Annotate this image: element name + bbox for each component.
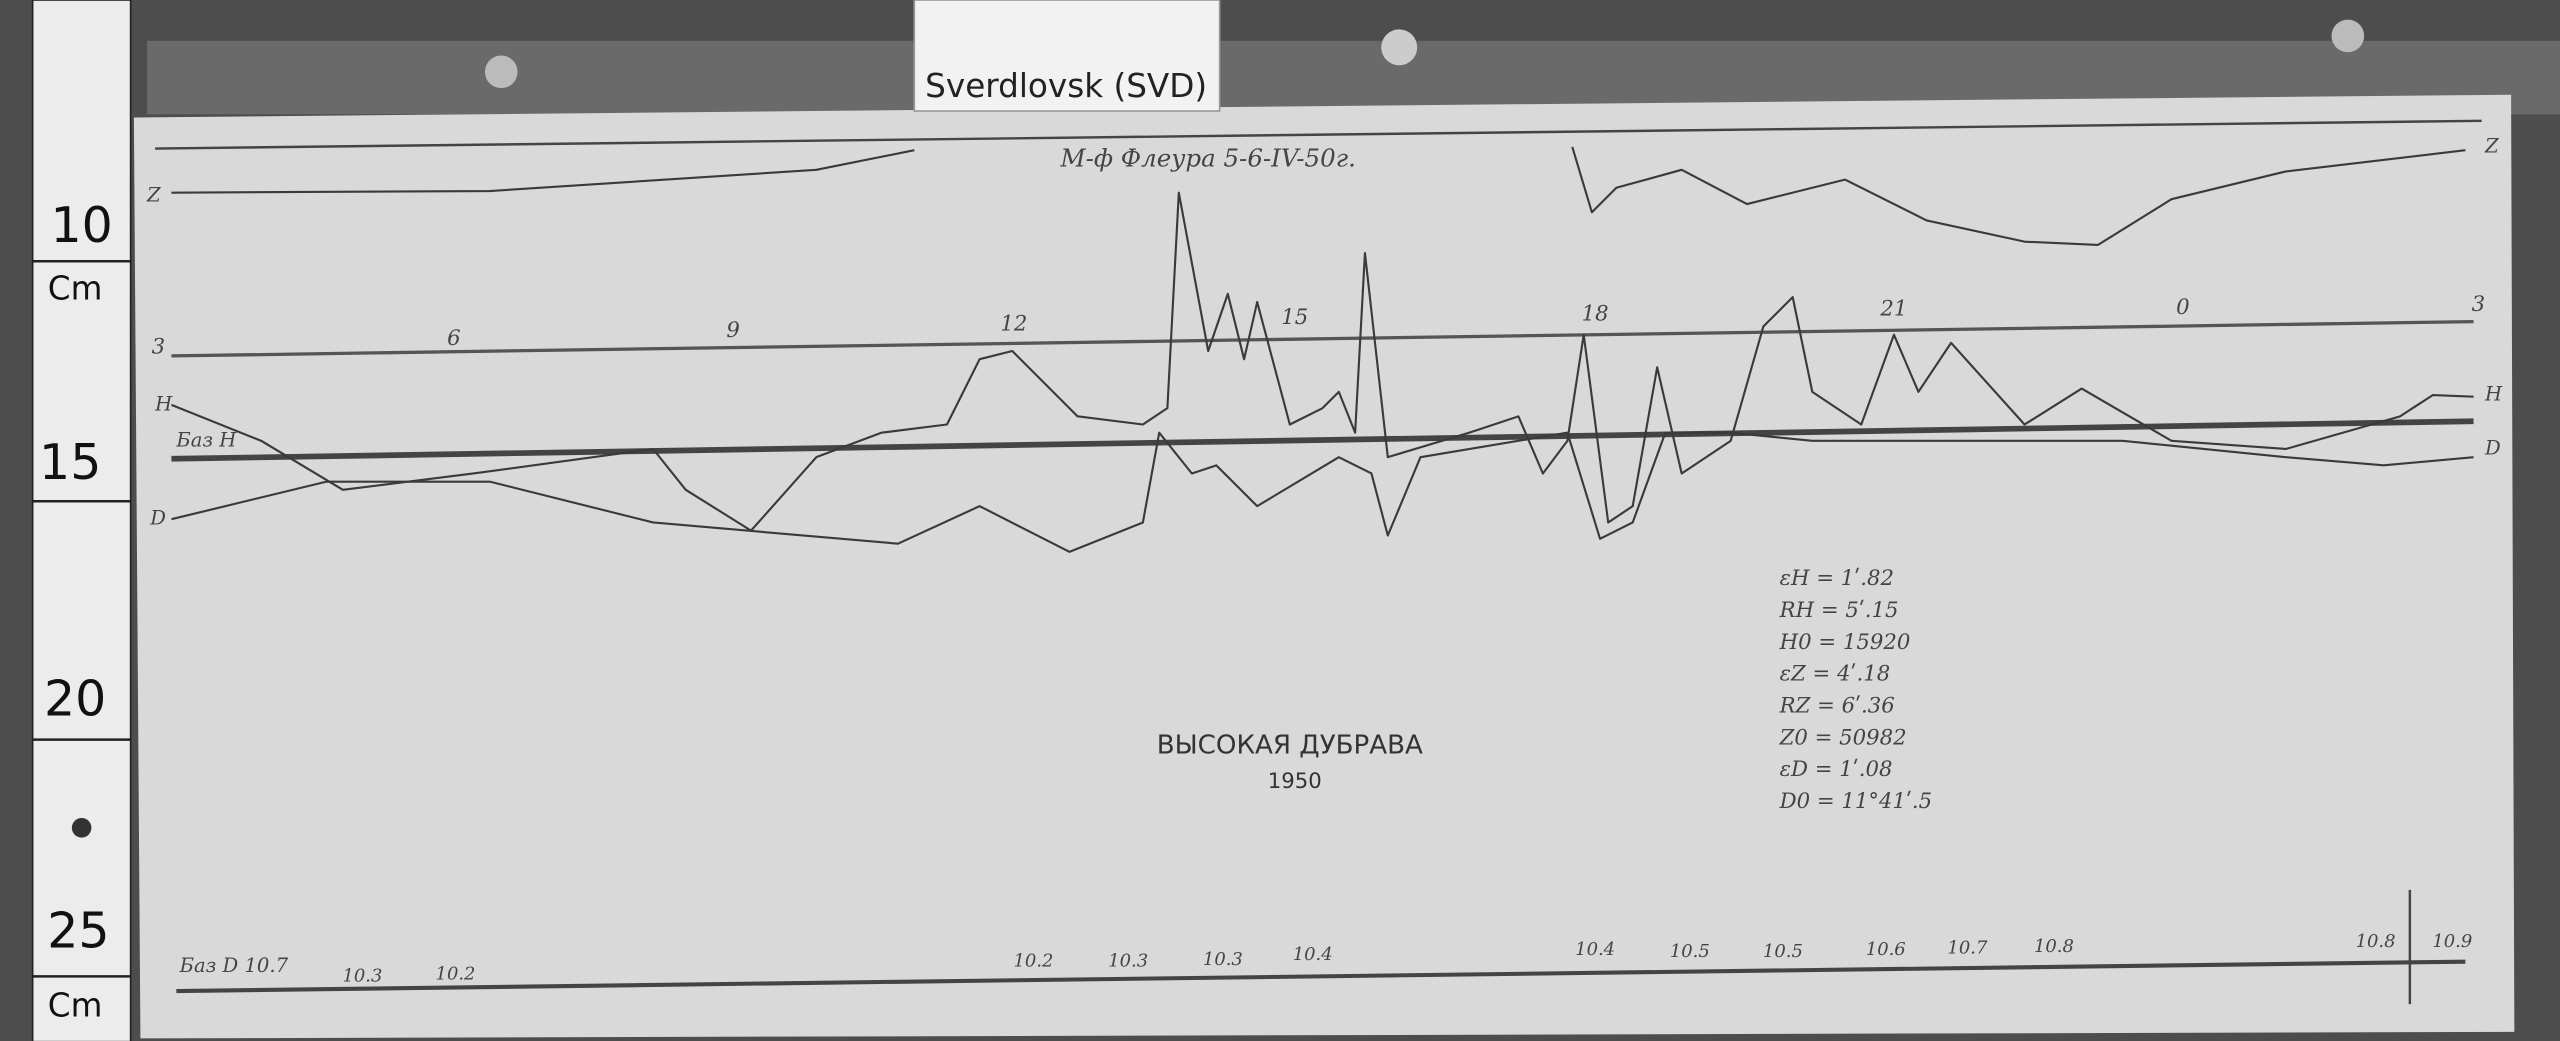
bottom-mark: 10.7 <box>1947 938 1988 959</box>
bottom-mark: 10.4 <box>1293 944 1333 965</box>
bottom-mark: 10.2 <box>1014 951 1054 972</box>
baseline-d <box>176 959 2466 994</box>
z-trace <box>1571 146 2466 246</box>
ruler-ticks: 10 Cm 15 20 25 Cm <box>32 197 131 1024</box>
trace-label: D <box>2484 436 2501 459</box>
trace-label: H <box>2484 383 2503 406</box>
screw <box>2331 19 2365 53</box>
constant: Z0 = 50982 <box>1779 725 1907 750</box>
baseline-h <box>171 418 2474 462</box>
ruler-label: 20 <box>44 671 106 728</box>
trace-label: Баз H <box>175 428 237 451</box>
constant: H0 = 15920 <box>1779 630 1911 655</box>
constant: RZ = 6ʹ.36 <box>1779 693 1895 718</box>
bottom-mark: 10.3 <box>1108 951 1148 972</box>
bottom-mark: 10.2 <box>436 964 476 985</box>
bottom-mark: 10.6 <box>1866 939 1906 960</box>
d-trace <box>171 431 2474 553</box>
constant: εD = 1ʹ.08 <box>1780 757 1893 782</box>
screw <box>1381 29 1418 66</box>
hour-mark: 21 <box>1879 297 1907 322</box>
hour-mark: 15 <box>1281 305 1308 330</box>
paper <box>133 94 2515 1039</box>
ruler-label: 25 <box>47 902 109 959</box>
title: М-ф Флеура 5-6-IV-50г. <box>1060 144 1356 173</box>
screw <box>484 55 518 89</box>
year: 1950 <box>1268 769 1322 794</box>
paper-line <box>155 119 2482 150</box>
ruler-label: 15 <box>39 434 101 491</box>
constant: εZ = 4ʹ.18 <box>1780 662 1891 687</box>
bottom-mark: 10.5 <box>1670 941 1710 962</box>
station: ВЫСОКАЯ ДУБРАВА <box>1157 731 1423 761</box>
hour-mark: 0 <box>2176 295 2190 320</box>
constant: D0 = 11°41ʹ.5 <box>1779 789 1933 814</box>
tag <box>913 0 1221 112</box>
bottom-mark: 10.8 <box>2356 931 2396 952</box>
bottom-mark: 10.3 <box>1203 949 1243 970</box>
ruler-label: 10 <box>50 197 112 254</box>
tag-label: Sverdlovsk (SVD) <box>925 67 1207 105</box>
constant: RH = 5ʹ.15 <box>1779 598 1899 623</box>
bottom-mark: 10.5 <box>1763 941 1803 962</box>
ruler-hole <box>71 817 92 838</box>
hour-mark: 9 <box>726 318 740 343</box>
ruler-label: Cm <box>48 986 103 1024</box>
time-line <box>171 320 2474 358</box>
bottom-mark: 10.8 <box>2034 936 2074 957</box>
bottom-mark: 10.9 <box>2432 931 2472 952</box>
trace-label: H <box>154 392 173 415</box>
trace-label: Z <box>2484 134 2499 157</box>
constant: εH = 1ʹ.82 <box>1780 566 1894 591</box>
z-trace <box>171 149 915 194</box>
h-trace <box>171 191 2474 532</box>
ruler-label: Cm <box>48 270 103 308</box>
hour-mark: 3 <box>152 334 166 359</box>
base-label: Баз D 10.7 <box>179 954 289 977</box>
bottom-mark: 10.3 <box>342 965 382 986</box>
hour-mark: 12 <box>1000 311 1027 336</box>
bottom-mark: 10.4 <box>1575 939 1615 960</box>
ruler <box>31 0 132 1041</box>
trace-label: Z <box>146 183 161 206</box>
hour-mark: 18 <box>1582 302 1609 327</box>
hour-mark: 6 <box>447 326 461 351</box>
trace-label: D <box>149 507 166 530</box>
hour-mark: 3 <box>2472 292 2486 317</box>
